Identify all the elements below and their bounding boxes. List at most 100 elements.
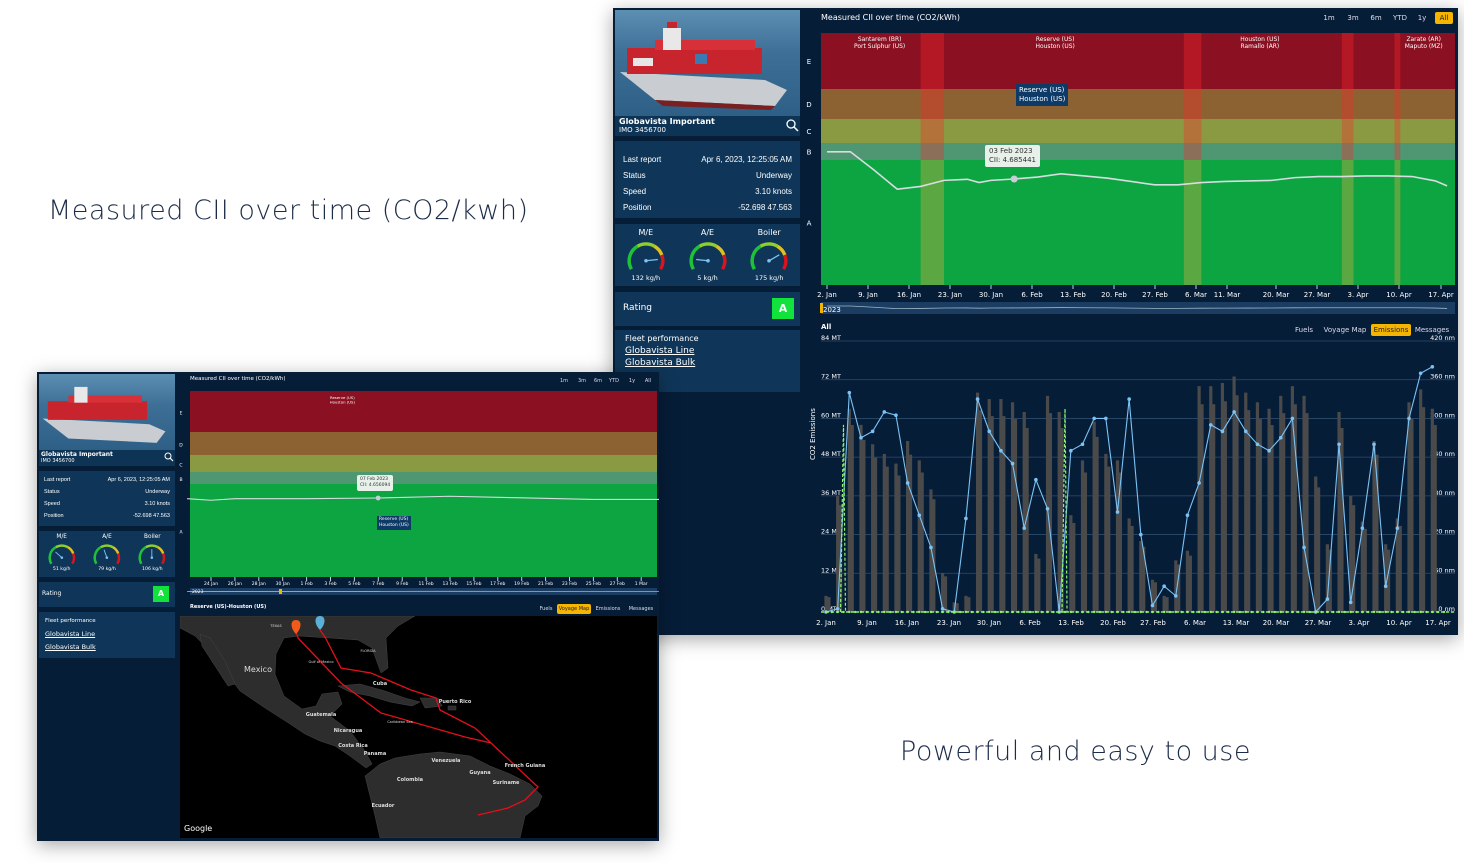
cii-point-marker bbox=[375, 495, 381, 501]
tab-messages[interactable]: Messages bbox=[628, 606, 654, 612]
range-button-6m[interactable]: 6m bbox=[1370, 14, 1382, 22]
map-label: TEXAS bbox=[269, 624, 282, 628]
fuel-point bbox=[1366, 610, 1370, 614]
tab-emissions[interactable]: Emissions bbox=[595, 606, 621, 612]
y-tick-label-right: 180 nm bbox=[1430, 489, 1455, 497]
emission-bar bbox=[929, 489, 933, 612]
x-tick-label: 16. Jan bbox=[897, 291, 921, 299]
distance-point bbox=[1372, 442, 1376, 447]
range-button-6m[interactable]: 6m bbox=[593, 378, 603, 384]
range-button-3m[interactable]: 3m bbox=[1347, 14, 1359, 22]
gauge-arc bbox=[759, 242, 779, 248]
fleet-link-globavista-bulk[interactable]: Globavista Bulk bbox=[625, 358, 696, 368]
fuel-point bbox=[1273, 610, 1277, 614]
distance-point bbox=[1150, 603, 1155, 608]
range-button-all[interactable]: All bbox=[1435, 12, 1453, 24]
tab-voyage-map[interactable]: Voyage Map bbox=[1323, 326, 1367, 334]
range-button-3m[interactable]: 3m bbox=[577, 378, 587, 384]
y-tick-label-right: 120 nm bbox=[1430, 528, 1455, 536]
tab-fuels[interactable]: Fuels bbox=[539, 606, 553, 612]
gauge-hub bbox=[644, 258, 648, 263]
tab-messages[interactable]: Messages bbox=[1414, 326, 1450, 334]
emission-bar bbox=[1118, 472, 1122, 612]
tab-fuels[interactable]: Fuels bbox=[1295, 326, 1313, 334]
gauge-arc bbox=[720, 254, 727, 271]
port-stay-highlight bbox=[920, 33, 944, 285]
info-row: Position -52.698 47.563 bbox=[39, 513, 175, 519]
search-icon[interactable] bbox=[786, 119, 799, 132]
tab-voyage-map[interactable]: Voyage Map bbox=[557, 604, 591, 614]
range-button-1m[interactable]: 1m bbox=[559, 378, 569, 384]
info-value: -52.698 47.563 bbox=[738, 203, 792, 212]
port-stay-highlight-low bbox=[1394, 160, 1401, 285]
port-label: Reserve (US) bbox=[330, 395, 355, 400]
map-label: Gulf of Mexico bbox=[309, 660, 334, 664]
search-icon[interactable] bbox=[164, 452, 174, 462]
fuel-point bbox=[929, 610, 933, 614]
distance-point bbox=[1034, 477, 1038, 482]
fleet-link-globavista-line[interactable]: Globavista Line bbox=[45, 630, 96, 638]
emission-bar bbox=[1433, 425, 1437, 612]
emission-bar bbox=[1150, 579, 1155, 612]
x-tick-label: 27. Feb bbox=[1140, 619, 1166, 627]
headline-measured-cii: Measured CII over time (CO2/kwh) bbox=[48, 195, 529, 226]
x-tick-label: 23. Jan bbox=[938, 291, 962, 299]
info-label: Position bbox=[623, 203, 652, 212]
fuel-point bbox=[1256, 610, 1259, 614]
range-button-all[interactable]: All bbox=[644, 378, 652, 384]
emission-bar bbox=[882, 453, 886, 612]
map-land bbox=[199, 633, 236, 687]
gauge-arc bbox=[66, 545, 75, 554]
gauge-dial-icon bbox=[48, 544, 75, 565]
emission-bar bbox=[1127, 518, 1131, 612]
fuel-point bbox=[853, 610, 857, 614]
band-label-C: C bbox=[179, 463, 182, 469]
fuel-point bbox=[1267, 610, 1271, 614]
destination-pin-icon bbox=[315, 616, 325, 630]
info-label: Position bbox=[44, 513, 64, 519]
fuel-point bbox=[1436, 610, 1440, 614]
fuel-point bbox=[842, 610, 845, 614]
engine-gauges-panel: M/E 51 kg/h A/E 79 kg/h Boiler 106 kg/h bbox=[39, 531, 175, 577]
port-label: Zarate (AR) bbox=[1406, 36, 1440, 43]
x-tick-label: 17. Apr bbox=[1428, 291, 1454, 299]
x-tick-label: 2. Jan bbox=[816, 619, 836, 627]
fleet-link-globavista-line[interactable]: Globavista Line bbox=[625, 346, 695, 356]
port-label: Houston (US) bbox=[1035, 43, 1074, 50]
range-button-1y[interactable]: 1y bbox=[1417, 14, 1427, 22]
fuel-point bbox=[1279, 610, 1282, 614]
port-label: Houston (US) bbox=[1240, 36, 1279, 43]
emission-bar bbox=[1293, 404, 1297, 612]
vessel-info-panel: Last report Apr 6, 2023, 12:25:05 AM Statu… bbox=[615, 141, 800, 218]
fuel-point bbox=[1145, 610, 1148, 614]
tab-emissions[interactable]: Emissions bbox=[1371, 324, 1411, 336]
range-button-1m[interactable]: 1m bbox=[1323, 14, 1335, 22]
fleet-link-globavista-bulk[interactable]: Globavista Bulk bbox=[45, 643, 96, 651]
gauge-arc bbox=[71, 552, 75, 565]
range-button-ytd[interactable]: YTD bbox=[1393, 14, 1407, 22]
info-value: Underway bbox=[145, 489, 170, 495]
emission-bar bbox=[1034, 553, 1038, 612]
emission-bar bbox=[885, 466, 889, 612]
emission-bar bbox=[859, 424, 863, 612]
emission-bar bbox=[1010, 402, 1015, 612]
range-button-ytd[interactable]: YTD bbox=[609, 378, 619, 384]
distance-point bbox=[1115, 510, 1120, 514]
emission-bar bbox=[964, 595, 968, 612]
y-tick-label-right: 0 nm bbox=[1438, 605, 1455, 613]
voyage-map[interactable]: Mexico Cuba Puerto Rico Guatemala Caribbean … bbox=[180, 616, 657, 838]
x-tick-label: 9. Jan bbox=[857, 619, 877, 627]
fuel-point bbox=[1413, 610, 1417, 614]
fuel-point bbox=[1244, 610, 1247, 614]
emission-bar bbox=[1223, 401, 1227, 612]
x-tick-label: 15 Feb bbox=[466, 581, 481, 587]
emission-bar bbox=[1002, 416, 1006, 612]
distance-point bbox=[1139, 532, 1143, 537]
distance-point bbox=[1360, 526, 1365, 530]
range-button-1y[interactable]: 1y bbox=[628, 378, 636, 384]
port-stay-highlight bbox=[1183, 33, 1202, 285]
gauge-arc bbox=[145, 544, 159, 549]
info-value: 3.10 knots bbox=[755, 187, 792, 196]
emission-bar bbox=[1328, 549, 1332, 612]
fuel-point bbox=[848, 610, 851, 614]
